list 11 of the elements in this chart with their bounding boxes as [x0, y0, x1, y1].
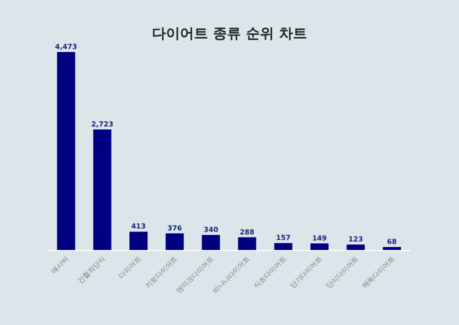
bar — [238, 237, 256, 250]
bar — [93, 129, 112, 250]
bar — [310, 243, 329, 250]
bar — [274, 243, 292, 250]
bar — [166, 233, 184, 250]
bar — [57, 52, 76, 250]
bar — [202, 234, 220, 250]
chart-title: 다이어트 종류 순위 차트 — [152, 26, 307, 42]
bar — [382, 246, 401, 250]
bar — [129, 232, 148, 250]
bar — [346, 244, 365, 250]
